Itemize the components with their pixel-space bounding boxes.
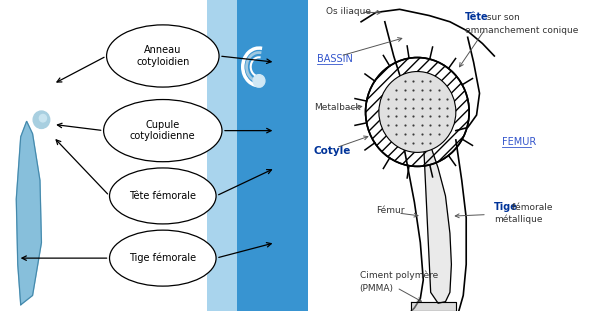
Ellipse shape — [104, 100, 222, 162]
Text: Tige fémorale: Tige fémorale — [129, 253, 197, 263]
Text: Tête fémorale: Tête fémorale — [129, 191, 197, 201]
Bar — [237, 0, 296, 311]
Text: Ciment polymère: Ciment polymère — [360, 271, 438, 280]
Text: métallique: métallique — [494, 215, 543, 224]
Text: FEMUR: FEMUR — [502, 137, 536, 146]
Circle shape — [379, 72, 456, 152]
Circle shape — [39, 114, 46, 122]
Text: Cotyle: Cotyle — [314, 146, 351, 156]
Text: Os iliaque: Os iliaque — [326, 7, 371, 16]
Text: Cupule
cotyloidienne: Cupule cotyloidienne — [130, 120, 195, 142]
Text: fémorale: fémorale — [509, 203, 552, 212]
Polygon shape — [411, 302, 456, 311]
Bar — [207, 0, 237, 311]
Text: sur son: sur son — [484, 13, 520, 22]
Polygon shape — [17, 121, 41, 305]
Ellipse shape — [110, 230, 216, 286]
Bar — [296, 0, 308, 311]
Ellipse shape — [110, 168, 216, 224]
Polygon shape — [423, 137, 451, 303]
Text: Anneau
cotyloidien: Anneau cotyloidien — [136, 45, 189, 67]
Ellipse shape — [107, 25, 219, 87]
Text: Metalback: Metalback — [314, 103, 361, 112]
Text: emmanchement conique: emmanchement conique — [465, 26, 578, 35]
Text: Fémur: Fémur — [376, 206, 404, 215]
Text: (PMMA): (PMMA) — [360, 284, 394, 293]
Text: Tige: Tige — [494, 202, 518, 212]
Circle shape — [33, 111, 50, 128]
Text: BASSIN: BASSIN — [317, 54, 353, 64]
Circle shape — [253, 75, 265, 87]
Text: Tête: Tête — [465, 12, 488, 22]
